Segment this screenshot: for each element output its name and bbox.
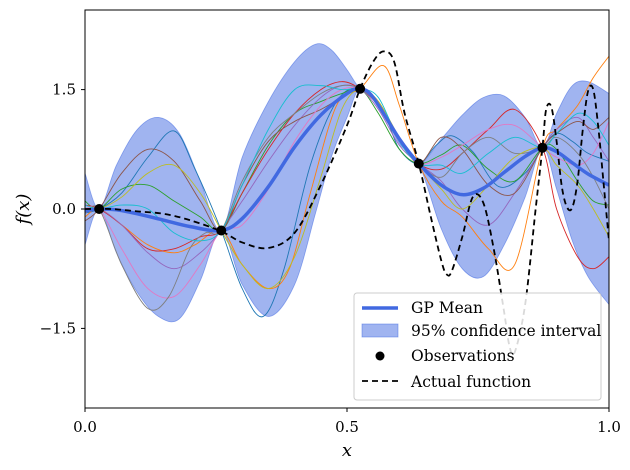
x-tick-label: 1.0 — [597, 418, 621, 436]
legend-label-gp-mean: GP Mean — [411, 299, 483, 317]
legend-swatch-observations — [375, 351, 385, 361]
legend-label-confidence-interval: 95% confidence interval — [411, 322, 601, 340]
plot-layer — [85, 43, 609, 357]
x-tick-label: 0.0 — [73, 418, 97, 436]
legend-swatch-confidence-interval — [361, 323, 399, 338]
legend-label-actual-function: Actual function — [410, 373, 531, 391]
actual-function-line — [85, 50, 609, 357]
observation-point — [94, 204, 105, 214]
x-tick-label: 0.5 — [335, 418, 359, 436]
observation-point — [216, 225, 227, 236]
observation-point — [355, 83, 366, 94]
y-tick-label: 1.5 — [52, 81, 76, 99]
observation-points — [94, 83, 548, 236]
observation-point — [413, 158, 424, 169]
legend: GP Mean 95% confidence interval Observat… — [353, 292, 602, 401]
observation-point — [537, 142, 548, 153]
y-axis-label: f(x) — [13, 194, 34, 227]
y-tick-label: 0.0 — [52, 200, 76, 218]
axis-ticks: 0.0 0.5 1.0 −1.5 0.0 1.5 — [40, 81, 621, 436]
y-tick-label: −1.5 — [40, 319, 76, 337]
x-axis-label: x — [342, 440, 352, 461]
legend-label-observations: Observations — [411, 347, 515, 365]
legend-frame — [353, 292, 602, 401]
